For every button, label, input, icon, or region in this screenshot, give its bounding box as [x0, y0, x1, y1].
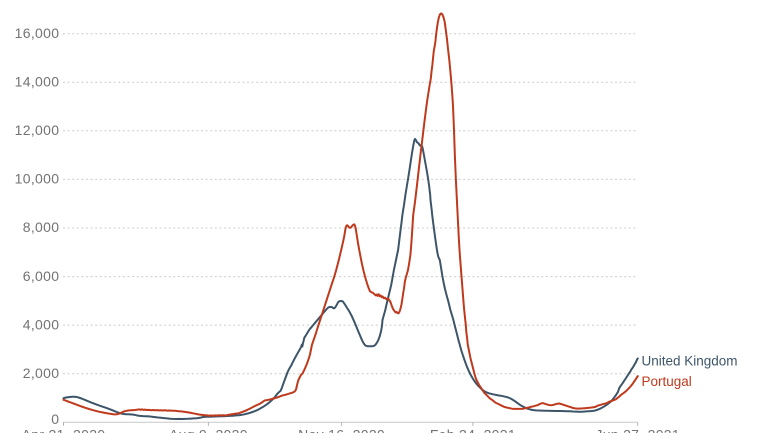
- svg-text:4,000: 4,000: [23, 316, 60, 332]
- svg-text:14,000: 14,000: [15, 74, 60, 90]
- svg-text:8,000: 8,000: [23, 219, 60, 235]
- svg-text:12,000: 12,000: [15, 122, 60, 138]
- svg-text:Aug 9, 2020: Aug 9, 2020: [169, 426, 248, 433]
- svg-text:16,000: 16,000: [15, 25, 60, 41]
- svg-text:Apr 21, 2020: Apr 21, 2020: [22, 426, 106, 433]
- svg-text:United Kingdom: United Kingdom: [642, 353, 738, 368]
- svg-text:6,000: 6,000: [23, 268, 60, 284]
- svg-text:0: 0: [51, 411, 59, 427]
- svg-text:Nov 16, 2020: Nov 16, 2020: [298, 426, 385, 433]
- svg-text:Portugal: Portugal: [642, 374, 692, 389]
- svg-text:Feb 24, 2021: Feb 24, 2021: [430, 426, 516, 433]
- svg-text:2,000: 2,000: [23, 365, 60, 381]
- svg-text:Jun 27, 2021: Jun 27, 2021: [595, 426, 680, 433]
- svg-text:10,000: 10,000: [15, 171, 60, 187]
